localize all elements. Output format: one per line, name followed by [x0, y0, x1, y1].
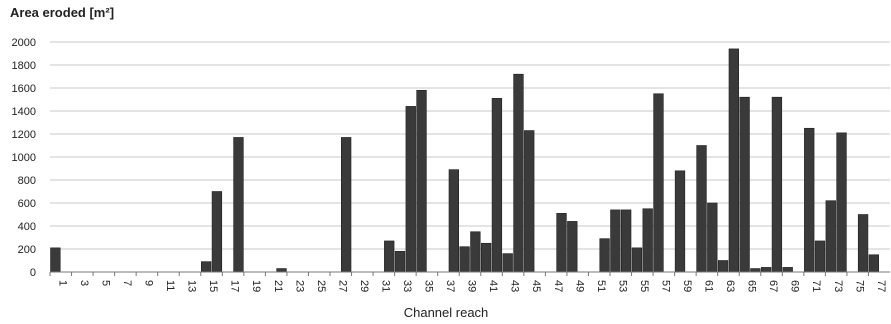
x-tick-label: 31 — [379, 280, 391, 292]
x-tick-label: 77 — [875, 280, 887, 292]
y-tick-label: 400 — [18, 221, 36, 233]
gridlines — [50, 41, 890, 250]
y-tick-label: 1400 — [12, 106, 36, 118]
bar-reach-68 — [771, 96, 783, 273]
bar-reach-38 — [448, 169, 459, 273]
bar-reach-55 — [631, 247, 643, 273]
y-tick-label: 600 — [18, 198, 36, 210]
bar-reach-59 — [674, 170, 686, 273]
x-tick-label: 53 — [616, 280, 628, 292]
bar-reach-16 — [211, 191, 223, 273]
x-tick-label: 29 — [358, 280, 370, 292]
bar-reach-66 — [750, 268, 761, 273]
x-tick-label: 33 — [401, 280, 413, 292]
y-tick-label: 0 — [30, 267, 36, 279]
y-tick-label: 1000 — [12, 152, 36, 164]
bar-reach-61 — [696, 145, 707, 273]
y-tick-label: 1200 — [12, 129, 36, 141]
bar-reach-52 — [599, 238, 610, 273]
x-tick-label: 47 — [552, 280, 564, 292]
x-tick-label: 17 — [229, 280, 241, 292]
bar-reach-34 — [405, 106, 416, 273]
bar-reach-43 — [502, 253, 513, 273]
bar-reach-42 — [491, 98, 503, 273]
bar-reach-40 — [470, 231, 481, 273]
x-tick-label: 63 — [724, 280, 736, 292]
bar-reach-65 — [739, 96, 750, 273]
bar-reach-63 — [717, 260, 729, 273]
x-tick-label: 13 — [186, 280, 198, 292]
x-tick-label: 73 — [832, 280, 844, 292]
bar-reach-57 — [653, 93, 664, 273]
bar-reach-49 — [567, 221, 578, 273]
y-tick-label: 1600 — [12, 83, 36, 95]
x-tick-label: 69 — [789, 280, 801, 292]
bar-reach-62 — [707, 202, 718, 273]
x-tick-label: 35 — [423, 280, 435, 292]
bars — [50, 48, 879, 273]
x-tick-label: 25 — [315, 280, 327, 292]
x-tick-label: 15 — [207, 280, 219, 292]
bar-reach-69 — [782, 267, 793, 273]
x-tick-label: 55 — [638, 280, 650, 292]
bar-reach-71 — [804, 127, 815, 273]
x-tick-label: 5 — [99, 280, 111, 286]
bar-reach-77 — [868, 254, 879, 273]
bar-reach-39 — [459, 246, 470, 273]
x-tick-label: 21 — [272, 280, 284, 292]
y-tick-label: 2000 — [12, 37, 36, 49]
bar-reach-18 — [233, 137, 244, 273]
x-tick-label: 45 — [530, 280, 542, 292]
x-tick-label: 61 — [703, 280, 715, 292]
bar-reach-54 — [621, 209, 632, 273]
y-tick-label: 200 — [18, 244, 36, 256]
x-tick-label: 19 — [250, 280, 262, 292]
bar-reach-76 — [857, 214, 869, 273]
x-tick-labels: 1 3 5 7 9 11 13 15 17 19 21 23 25 27 29 31 33 35 37 39 41 43 4… — [49, 272, 887, 292]
bar-reach-64 — [728, 48, 739, 273]
bar-reach-28 — [341, 137, 352, 273]
bar-reach-45 — [524, 130, 535, 273]
bar-reach-74 — [836, 132, 847, 273]
x-tick-label: 65 — [746, 280, 758, 292]
x-tick-label: 3 — [78, 280, 90, 286]
x-tick-label: 71 — [810, 280, 822, 292]
bar-reach-53 — [610, 209, 621, 273]
x-axis-title: Channel reach — [404, 305, 489, 320]
x-tick-label: 27 — [336, 280, 348, 292]
bar-reach-72 — [814, 240, 826, 273]
x-tick-label: 57 — [659, 280, 671, 292]
bar-reach-22 — [276, 268, 287, 273]
y-tick-label: 800 — [18, 175, 36, 187]
bar-reach-67 — [761, 267, 772, 273]
bar-reach-35 — [416, 90, 427, 273]
x-tick-label: 41 — [487, 280, 499, 292]
bar-reach-56 — [642, 208, 653, 273]
x-tick-label: 1 — [56, 280, 68, 286]
x-tick-label: 39 — [466, 280, 478, 292]
bar-reach-44 — [513, 73, 524, 273]
x-tick-label: 51 — [595, 280, 607, 292]
bar-reach-15 — [201, 261, 212, 273]
x-tick-label: 7 — [121, 280, 133, 286]
bar-reach-41 — [481, 242, 492, 273]
x-tick-label: 9 — [143, 280, 155, 286]
x-tick-label: 75 — [853, 280, 865, 292]
bar-reach-73 — [825, 200, 836, 273]
x-tick-label: 37 — [444, 280, 456, 292]
bar-reach-1 — [50, 247, 61, 273]
x-tick-label: 67 — [767, 280, 779, 292]
bar-reach-32 — [384, 240, 395, 273]
y-axis-title: Area eroded [m²] — [10, 5, 114, 20]
x-tick-label: 11 — [164, 280, 176, 291]
x-tick-label: 59 — [681, 280, 693, 292]
x-tick-label: 49 — [573, 280, 585, 292]
x-tick-label: 43 — [509, 280, 521, 292]
x-tick-label: 23 — [293, 280, 305, 292]
bar-reach-33 — [394, 251, 406, 273]
bar-reach-48 — [556, 213, 567, 273]
y-tick-labels: 0 200 400 600 800 1000 1200 1400 1600 1800 2000 — [12, 37, 36, 279]
y-tick-label: 1800 — [12, 60, 36, 72]
